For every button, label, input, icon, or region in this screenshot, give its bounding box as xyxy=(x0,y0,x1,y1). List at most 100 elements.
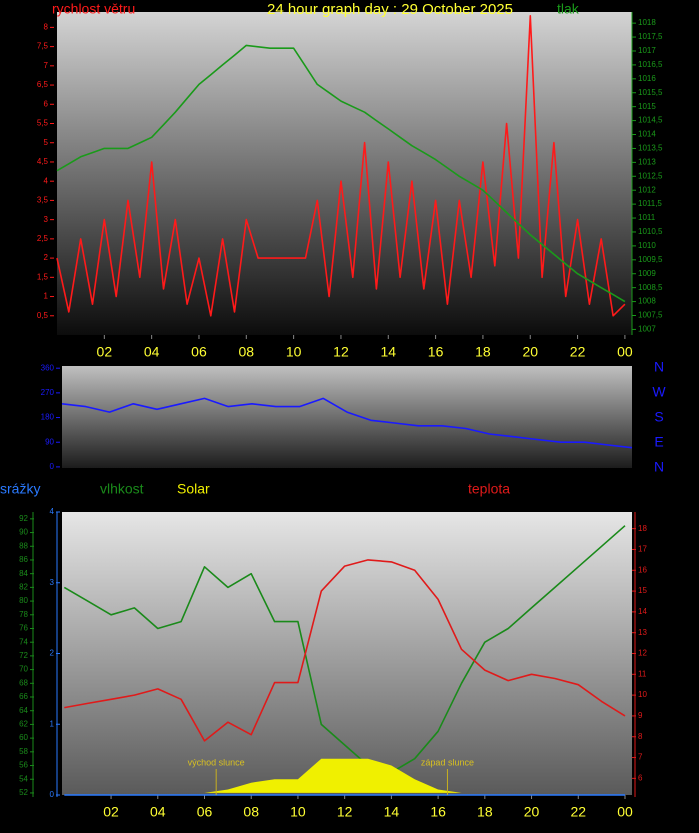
y-tick-label: 1010,5 xyxy=(638,227,663,236)
x-tick-label: 20 xyxy=(524,804,540,820)
x-tick-label: 04 xyxy=(144,344,160,360)
x-tick-label: 12 xyxy=(337,804,353,820)
y-tick-label: 72 xyxy=(19,651,28,660)
y-tick-label: 70 xyxy=(19,665,28,674)
direction-label: S xyxy=(654,409,663,425)
y-tick-label: 90 xyxy=(45,437,54,446)
y-tick-label: 1016 xyxy=(638,74,656,83)
y-tick-label: 1007 xyxy=(638,325,656,334)
x-tick-label: 16 xyxy=(428,344,444,360)
y-tick-label: 66 xyxy=(19,692,28,701)
y-tick-label: 1017,5 xyxy=(638,32,663,41)
direction-label: N xyxy=(654,359,664,375)
x-tick-label: 18 xyxy=(475,344,491,360)
x-tick-label: 14 xyxy=(384,804,400,820)
y-tick-label: 6 xyxy=(44,99,49,108)
y-tick-label: 86 xyxy=(19,555,28,564)
y-tick-label: 88 xyxy=(19,541,28,550)
y-tick-label: 80 xyxy=(19,596,28,605)
y-tick-label: 180 xyxy=(41,413,55,422)
x-tick-label: 16 xyxy=(430,804,446,820)
y-tick-label: 82 xyxy=(19,582,28,591)
y-tick-label: 17 xyxy=(638,545,647,554)
y-tick-label: 1 xyxy=(44,292,49,301)
y-tick-label: 13 xyxy=(638,628,647,637)
y-tick-label: 8 xyxy=(638,732,643,741)
x-tick-label: 14 xyxy=(380,344,396,360)
x-tick-label: 02 xyxy=(97,344,113,360)
y-tick-label: 1014,5 xyxy=(638,116,663,125)
y-tick-label: 76 xyxy=(19,624,28,633)
x-tick-label: 00 xyxy=(617,344,633,360)
x-tick-label: 12 xyxy=(333,344,349,360)
y-tick-label: 4 xyxy=(50,507,55,516)
annotation: východ slunce xyxy=(188,757,245,767)
y-tick-label: 7 xyxy=(638,753,643,762)
y-tick-label: 4 xyxy=(44,176,49,185)
y-tick-label: 4,5 xyxy=(37,157,49,166)
x-tick-label: 20 xyxy=(522,344,538,360)
line xyxy=(56,15,626,317)
x-tick-label: 06 xyxy=(197,804,213,820)
y-tick-label: 3 xyxy=(44,215,49,224)
y-tick-label: 1018 xyxy=(638,18,656,27)
y-tick-label: 5 xyxy=(44,138,49,147)
x-tick-label: 10 xyxy=(286,344,302,360)
y-tick-label: 0 xyxy=(50,790,55,799)
y-tick-label: 1009,5 xyxy=(638,255,663,264)
plot-area xyxy=(57,12,632,335)
line xyxy=(63,525,626,774)
y-tick-label: 52 xyxy=(19,788,28,797)
y-tick-label: 3,5 xyxy=(37,196,49,205)
direction-label: E xyxy=(654,434,663,450)
y-tick-label: 6,5 xyxy=(37,80,49,89)
x-tick-label: 02 xyxy=(103,804,119,820)
y-tick-label: 1008,5 xyxy=(638,283,663,292)
y-tick-label: 1015 xyxy=(638,102,656,111)
x-tick-label: 08 xyxy=(243,804,259,820)
y-tick-label: 18 xyxy=(638,524,647,533)
direction-label: W xyxy=(652,384,666,400)
y-tick-label: 360 xyxy=(41,363,55,372)
y-tick-label: 5,5 xyxy=(37,119,49,128)
y-tick-label: 7 xyxy=(44,61,49,70)
y-tick-label: 8 xyxy=(44,22,49,31)
y-tick-label: 78 xyxy=(19,610,28,619)
legend-label: Solar xyxy=(177,481,210,497)
y-tick-label: 74 xyxy=(19,637,28,646)
y-tick-label: 10 xyxy=(638,690,647,699)
y-tick-label: 3 xyxy=(50,578,55,587)
direction-label: N xyxy=(654,459,664,475)
plot-area xyxy=(62,366,632,468)
y-tick-label: 0 xyxy=(50,462,55,471)
y-tick-label: 1011 xyxy=(638,213,656,222)
y-tick-label: 84 xyxy=(19,569,28,578)
annotation: západ slunce xyxy=(421,757,474,767)
y-tick-label: 15 xyxy=(638,586,647,595)
y-tick-label: 11 xyxy=(638,669,647,678)
y-tick-label: 60 xyxy=(19,733,28,742)
y-tick-label: 1011,5 xyxy=(638,199,662,208)
y-tick-label: 64 xyxy=(19,706,28,715)
y-tick-label: 1,5 xyxy=(37,272,49,281)
y-tick-label: 58 xyxy=(19,747,28,756)
y-tick-label: 1015,5 xyxy=(638,88,663,97)
x-tick-label: 22 xyxy=(570,344,586,360)
y-tick-label: 1012 xyxy=(638,185,656,194)
y-tick-label: 2,5 xyxy=(37,234,49,243)
y-tick-label: 2 xyxy=(50,649,55,658)
y-tick-label: 1013,5 xyxy=(638,144,663,153)
chart-title: 24 hour graph day : 29 October 2025 xyxy=(267,1,513,18)
legend-label: rychlost větru xyxy=(52,1,135,17)
plot-area xyxy=(62,512,632,795)
x-tick-label: 00 xyxy=(617,804,633,820)
y-tick-label: 1014 xyxy=(638,130,656,139)
y-tick-label: 62 xyxy=(19,720,28,729)
y-tick-label: 1016,5 xyxy=(638,60,663,69)
line xyxy=(61,397,633,449)
legend-label: srážky xyxy=(0,481,40,497)
y-tick-label: 54 xyxy=(19,774,28,783)
y-tick-label: 7,5 xyxy=(37,42,49,51)
y-tick-label: 92 xyxy=(19,514,28,523)
y-tick-label: 0,5 xyxy=(37,311,49,320)
